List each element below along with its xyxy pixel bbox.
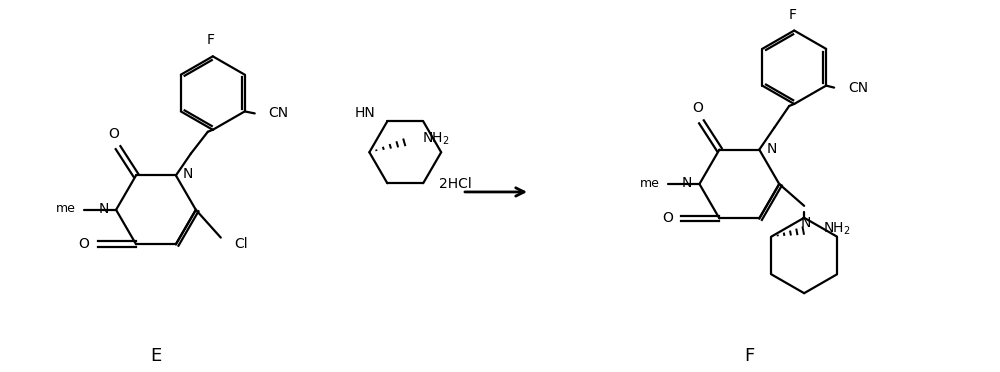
Text: me: me	[640, 177, 660, 189]
Text: E: E	[150, 347, 162, 365]
Text: NH$_2$: NH$_2$	[823, 221, 851, 237]
Text: CN: CN	[269, 106, 289, 121]
Text: O: O	[79, 237, 90, 251]
Text: N: N	[183, 167, 193, 182]
Text: N: N	[766, 142, 777, 155]
Text: N: N	[682, 176, 692, 190]
Text: HN: HN	[355, 106, 375, 121]
Text: Cl: Cl	[235, 237, 248, 251]
Text: N: N	[801, 216, 811, 230]
Text: F: F	[788, 8, 796, 22]
Text: 2HCl: 2HCl	[439, 177, 472, 191]
Text: O: O	[109, 127, 120, 141]
Text: N: N	[99, 202, 109, 216]
Text: me: me	[56, 202, 76, 215]
Text: F: F	[207, 33, 215, 48]
Text: O: O	[692, 101, 703, 115]
Text: CN: CN	[848, 81, 868, 94]
Text: NH$_2$: NH$_2$	[422, 130, 450, 147]
Text: F: F	[744, 347, 754, 365]
Text: O: O	[662, 211, 673, 225]
